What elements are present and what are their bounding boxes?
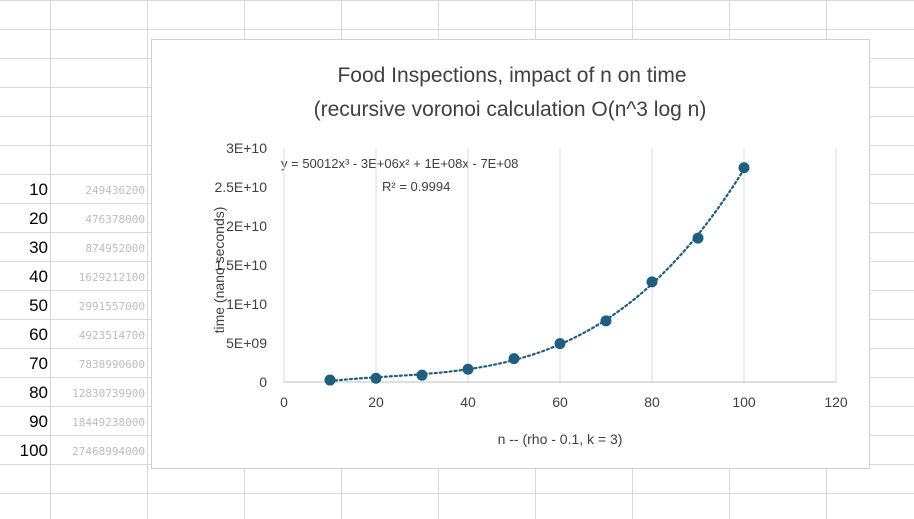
x-tick-label: 80 xyxy=(644,394,660,410)
data-point xyxy=(508,353,520,365)
y-tick-label: 2E+10 xyxy=(226,218,267,234)
table-row: 70 7838990600 xyxy=(0,352,150,381)
n-cell[interactable]: 60 xyxy=(29,325,48,344)
time-cell[interactable]: 476378000 xyxy=(85,213,145,226)
x-tick-label: 40 xyxy=(460,394,476,410)
chart-subtitle: (recursive voronoi calculation O(n^3 log… xyxy=(314,98,707,121)
table-row: 80 12830739900 xyxy=(0,381,150,410)
n-cell[interactable]: 70 xyxy=(29,354,48,373)
data-point xyxy=(462,363,474,375)
x-tick-label: 100 xyxy=(732,394,756,410)
n-cell[interactable]: 80 xyxy=(29,383,48,402)
time-cell[interactable]: 12830739900 xyxy=(72,387,145,400)
trendline-equation: y = 50012x³ - 3E+06x² + 1E+08x - 7E+08 xyxy=(281,156,518,171)
n-cell[interactable]: 100 xyxy=(19,441,48,460)
scatter-chart: Food Inspections, impact of n on time (r… xyxy=(211,64,848,447)
y-tick-label: 2.5E+10 xyxy=(214,179,267,195)
y-tick-label: 1.5E+10 xyxy=(214,257,267,273)
table-row: 40 1629212100 xyxy=(0,265,150,294)
n-cell[interactable]: 90 xyxy=(29,412,48,431)
y-tick-label: 0 xyxy=(259,374,267,390)
table-row: 30 874952000 xyxy=(0,236,150,265)
time-cell[interactable]: 249436200 xyxy=(85,184,145,197)
table-row: 60 4923514700 xyxy=(0,323,150,352)
table-row: 90 18449238000 xyxy=(0,410,150,439)
n-cell[interactable]: 30 xyxy=(29,238,48,257)
time-cell[interactable]: 27468994000 xyxy=(72,445,145,458)
data-point xyxy=(554,338,566,350)
table-row: 10 249436200 xyxy=(0,178,150,207)
x-tick-label: 60 xyxy=(552,394,568,410)
table-row: 100 27468994000 xyxy=(0,439,150,468)
n-cell[interactable]: 50 xyxy=(29,296,48,315)
y-tick-label: 3E+10 xyxy=(226,140,267,156)
y-tick-label: 1E+10 xyxy=(226,296,267,312)
time-cell[interactable]: 4923514700 xyxy=(78,329,145,342)
data-point xyxy=(738,162,750,174)
time-cell[interactable]: 874952000 xyxy=(85,242,145,255)
data-point xyxy=(646,276,658,288)
x-tick-label: 20 xyxy=(368,394,384,410)
data-point xyxy=(692,232,704,244)
chart-title: Food Inspections, impact of n on time xyxy=(337,64,686,87)
n-cell[interactable]: 10 xyxy=(29,180,48,199)
data-point xyxy=(324,374,336,386)
table-row: 50 2991557000 xyxy=(0,294,150,323)
data-point xyxy=(600,315,612,327)
trendline-r-squared: R² = 0.9994 xyxy=(382,179,450,194)
data-table: 10 249436200 20 476378000 30 874952000 40 16292… xyxy=(0,178,150,468)
data-point xyxy=(416,369,428,381)
trendline xyxy=(328,168,746,382)
n-cell[interactable]: 20 xyxy=(29,209,48,228)
n-cell[interactable]: 40 xyxy=(29,267,48,286)
time-cell[interactable]: 7838990600 xyxy=(78,358,145,371)
chart-area[interactable]: Food Inspections, impact of n on time (r… xyxy=(151,39,870,469)
x-axis-label: n -- (rho - 0.1, k = 3) xyxy=(498,431,623,447)
time-cell[interactable]: 2991557000 xyxy=(78,300,145,313)
time-cell[interactable]: 1629212100 xyxy=(78,271,145,284)
table-row: 20 476378000 xyxy=(0,207,150,236)
x-tick-label: 120 xyxy=(824,394,848,410)
y-axis-label: time (nano seconds) xyxy=(211,207,227,334)
y-tick-label: 5E+09 xyxy=(226,335,267,351)
x-tick-label: 0 xyxy=(280,394,288,410)
time-cell[interactable]: 18449238000 xyxy=(72,416,145,429)
data-point xyxy=(370,372,382,384)
